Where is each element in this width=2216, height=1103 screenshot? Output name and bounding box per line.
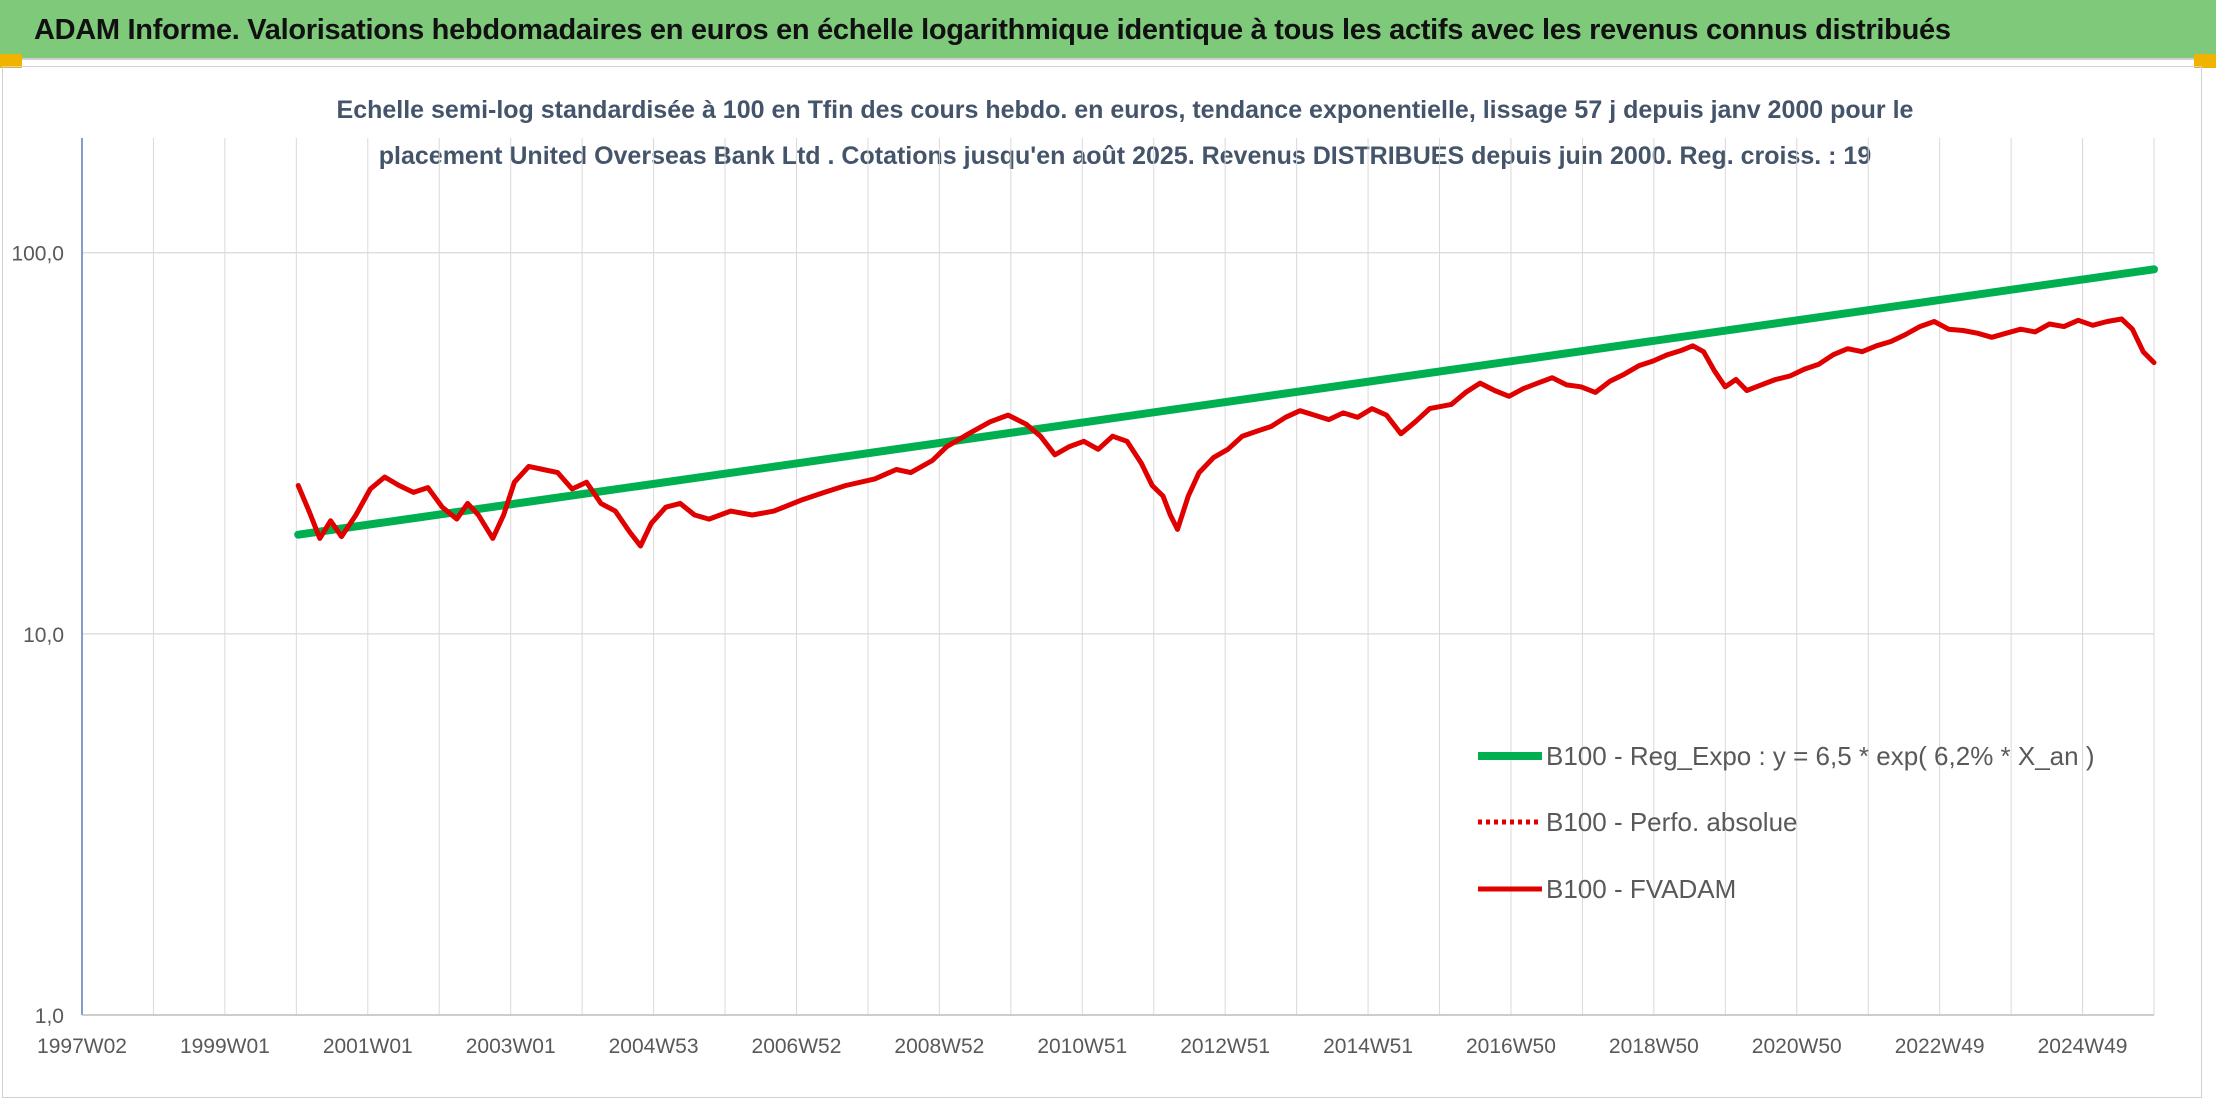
- header-banner: ADAM Informe. Valorisations hebdomadaire…: [0, 0, 2216, 60]
- x-tick-label: 2024W49: [2038, 1035, 2128, 1058]
- x-tick-label: 1997W02: [37, 1035, 127, 1058]
- chart-subtitle-line-2: placement United Overseas Bank Ltd . Cot…: [378, 142, 1872, 170]
- corner-accent-left: [0, 54, 22, 68]
- series-line-0: [294, 265, 2158, 539]
- x-tick-label: 2014W51: [1323, 1035, 1413, 1058]
- x-tick-label: 2012W51: [1180, 1035, 1270, 1058]
- x-tick-label: 2018W50: [1609, 1035, 1699, 1058]
- x-tick-label: 2001W01: [323, 1035, 413, 1058]
- y-tick-label: 100,0: [11, 243, 64, 266]
- x-tick-label: 2006W52: [752, 1035, 842, 1058]
- x-tick-label: 2004W53: [609, 1035, 699, 1058]
- legend-label: B100 - Reg_Expo : y = 6,5 * exp( 6,2% * …: [1546, 741, 2095, 771]
- chart-frame: [2, 66, 2202, 1098]
- corner-accent-right: [2194, 54, 2216, 68]
- x-tick-label: 1999W01: [180, 1035, 270, 1058]
- x-tick-label: 2003W01: [466, 1035, 556, 1058]
- y-tick-label: 1,0: [35, 1005, 64, 1028]
- y-tick-label: 10,0: [23, 624, 64, 647]
- report-title: ADAM Informe. Valorisations hebdomadaire…: [34, 14, 1951, 46]
- x-tick-label: 2020W50: [1752, 1035, 1842, 1058]
- legend-label: B100 - FVADAM: [1546, 874, 1736, 904]
- x-tick-label: 2016W50: [1466, 1035, 1556, 1058]
- x-tick-label: 2010W51: [1037, 1035, 1127, 1058]
- series-line-2: [295, 316, 2157, 549]
- x-tick-label: 2008W52: [894, 1035, 984, 1058]
- x-tick-label: 2022W49: [1895, 1035, 1985, 1058]
- legend-label: B100 - Perfo. absolue: [1546, 807, 1798, 837]
- chart-subtitle-line-1: Echelle semi-log standardisée à 100 en T…: [336, 96, 1914, 124]
